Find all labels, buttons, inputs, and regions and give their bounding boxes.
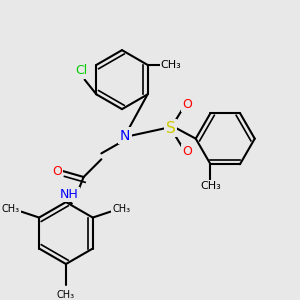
Text: CH₃: CH₃ [2,204,20,214]
Text: S: S [166,121,175,136]
Text: Cl: Cl [76,64,88,77]
Text: CH₃: CH₃ [112,204,130,214]
Text: N: N [120,129,130,143]
Text: NH: NH [59,188,78,201]
Text: O: O [182,146,192,158]
Text: CH₃: CH₃ [57,290,75,300]
Text: CH₃: CH₃ [161,60,182,70]
Text: O: O [182,98,192,111]
Text: CH₃: CH₃ [200,181,221,191]
Text: O: O [52,165,62,178]
